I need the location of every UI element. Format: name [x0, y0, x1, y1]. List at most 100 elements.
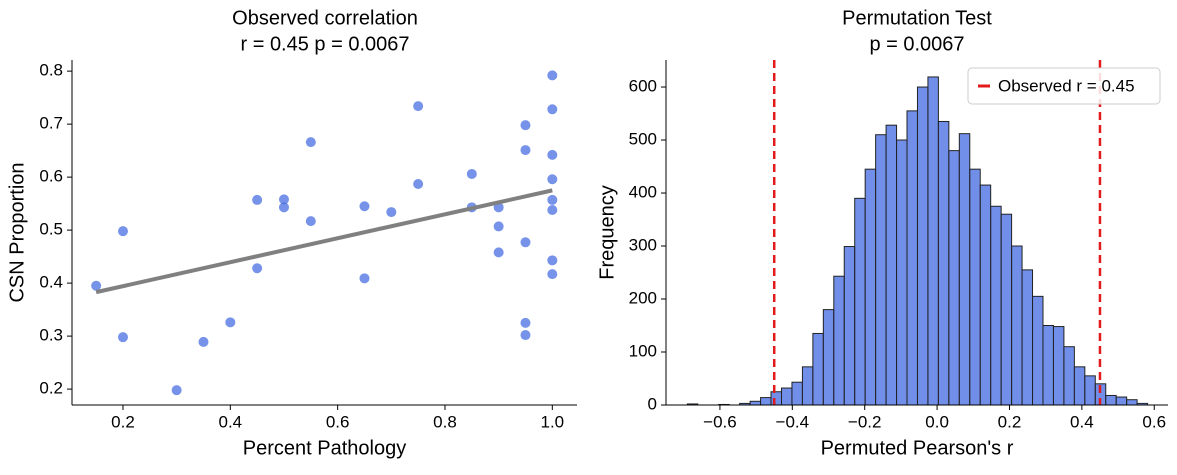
point — [225, 317, 236, 328]
bar — [760, 397, 772, 406]
bar — [916, 86, 929, 406]
bar — [1073, 366, 1086, 406]
point — [386, 207, 397, 218]
bar — [801, 366, 814, 406]
legend-box — [967, 67, 1161, 105]
chart-title: Permutation Test — [842, 7, 992, 29]
bar — [770, 391, 782, 406]
point — [520, 120, 531, 131]
bar — [1115, 396, 1128, 406]
bar — [1063, 346, 1075, 406]
y-tick-label: 0.7 — [39, 114, 63, 133]
y-tick-label: 200 — [629, 288, 657, 307]
bar — [1021, 269, 1034, 406]
point — [520, 317, 531, 328]
y-tick-label: 300 — [629, 235, 657, 254]
x-axis-label: Percent Pathology — [243, 437, 406, 459]
bar — [833, 275, 845, 406]
bar — [1126, 399, 1138, 406]
bar — [885, 124, 898, 406]
x-tick-label: 0.8 — [433, 412, 457, 431]
point — [547, 255, 558, 266]
point — [547, 204, 558, 215]
point — [117, 332, 128, 343]
y-tick-label: 400 — [629, 183, 657, 202]
y-axis-label: CSN Proportion — [6, 162, 28, 302]
y-axis-label: Frequency — [596, 185, 618, 280]
point — [91, 280, 102, 291]
bar — [1032, 295, 1044, 406]
y-tick-label: 100 — [629, 341, 657, 360]
x-tick-label: 0.0 — [925, 412, 949, 431]
point — [305, 216, 316, 227]
chart-subtitle: p = 0.0067 — [869, 33, 964, 55]
bar — [1042, 325, 1054, 406]
bar — [843, 246, 856, 406]
x-tick-label: 0.2 — [111, 412, 135, 431]
point — [466, 168, 477, 179]
point — [547, 70, 558, 81]
bar — [979, 184, 992, 406]
bar — [812, 332, 824, 406]
x-tick-label: −0.6 — [703, 412, 737, 431]
x-tick-label: 1.0 — [540, 412, 564, 431]
bar — [1011, 245, 1023, 406]
chart-subtitle: r = 0.45 p = 0.0067 — [240, 33, 409, 55]
x-tick-label: −0.4 — [776, 412, 810, 431]
point — [520, 145, 531, 156]
point — [359, 273, 370, 284]
y-tick-label: 0.6 — [39, 167, 63, 186]
point — [252, 263, 263, 274]
point — [117, 226, 128, 237]
x-tick-label: 0.2 — [998, 412, 1022, 431]
point — [547, 149, 558, 160]
bar — [937, 120, 950, 406]
bar — [1000, 213, 1013, 406]
bar — [948, 150, 960, 406]
fit-line — [95, 188, 553, 295]
x-tick-label: 0.4 — [1070, 412, 1094, 431]
bar — [791, 381, 803, 406]
bar — [854, 197, 866, 406]
point — [413, 179, 424, 190]
y-tick-label: 0.2 — [39, 379, 63, 398]
bar — [1105, 394, 1117, 406]
bar — [896, 139, 908, 406]
bar — [749, 400, 762, 406]
legend-label: Observed r = 0.45 — [998, 76, 1135, 95]
point — [547, 194, 558, 205]
point — [305, 137, 316, 148]
y-tick-label: 0.4 — [39, 273, 63, 292]
point — [278, 194, 289, 205]
point — [278, 202, 289, 213]
bar — [927, 76, 939, 406]
point — [198, 336, 209, 347]
point — [547, 174, 558, 185]
bar — [780, 387, 793, 406]
x-tick-label: 0.6 — [326, 412, 350, 431]
point — [493, 221, 504, 232]
x-tick-label: 0.4 — [218, 412, 242, 431]
x-tick-label: 0.6 — [1142, 412, 1166, 431]
bar — [969, 168, 981, 406]
point — [493, 247, 504, 258]
x-axis-label: Permuted Pearson's r — [821, 437, 1014, 459]
chart-title: Observed correlation — [232, 7, 418, 29]
point — [520, 237, 531, 248]
bar — [864, 168, 877, 406]
point — [520, 330, 531, 341]
point — [547, 104, 558, 115]
bar — [958, 133, 971, 406]
y-tick-label: 0.8 — [39, 61, 63, 80]
y-tick-label: 0.5 — [39, 220, 63, 239]
y-tick-label: 500 — [629, 130, 657, 149]
bar — [1084, 375, 1096, 406]
point — [252, 194, 263, 205]
y-tick-label: 0.3 — [39, 326, 63, 345]
bar — [990, 205, 1002, 406]
bar — [875, 134, 887, 406]
bar — [906, 110, 918, 406]
point — [359, 201, 370, 212]
point — [171, 385, 182, 396]
